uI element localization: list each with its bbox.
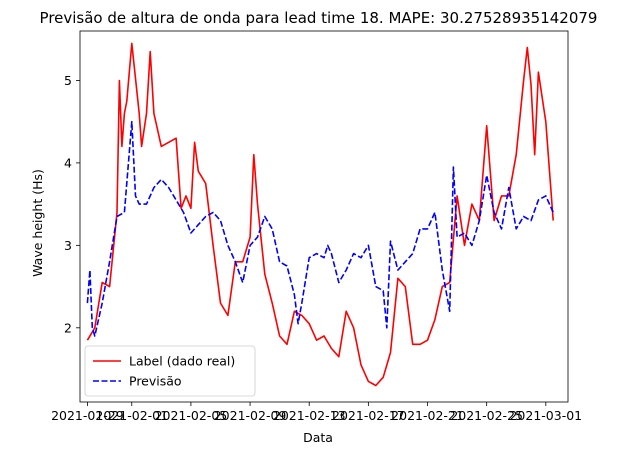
plot-area: 2021-01-292021-02-012021-02-052021-02-09… [51,30,582,423]
legend-box [84,345,256,397]
series-line-1 [86,42,554,387]
x-tick-label: 2021-02-25 [450,408,523,423]
plot-frame [79,30,569,403]
x-tick-label: 2021-02-17 [332,408,405,423]
series-line-2 [86,120,554,337]
x-tick-label: 2021-01-29 [51,408,124,423]
x-tick-label: 2021-02-01 [95,408,168,423]
y-tick-label: 3 [64,238,72,253]
x-axis-label: Data [303,430,333,445]
y-tick-label: 2 [64,320,72,335]
x-tick-label: 2021-02-21 [391,408,464,423]
legend-entry-label: Label (dado real) [129,354,235,369]
chart-title: Previsão de altura de onda para lead tim… [40,9,598,27]
y-axis-label: Wave height (Hs) [30,169,45,277]
y-tick-label: 4 [64,155,72,170]
legend: Label (dado real) Previsão [84,345,256,397]
x-tick-label: 2021-03-01 [509,408,582,423]
x-tick-label: 2021-02-05 [155,408,228,423]
x-tick-label: 2021-02-13 [273,408,346,423]
y-tick-label: 5 [64,73,72,88]
legend-entry-label: Previsão [129,374,182,389]
x-tick-label: 2021-02-09 [214,408,287,423]
